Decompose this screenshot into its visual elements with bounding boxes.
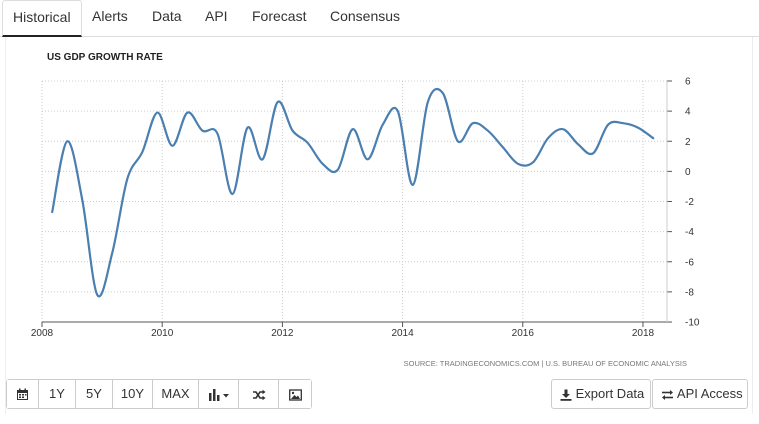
tab-consensus[interactable]: Consensus	[330, 8, 401, 24]
range-1y-button[interactable]: 1Y	[39, 380, 76, 408]
y-tick-label: -2	[685, 197, 694, 208]
y-tick-label: -6	[685, 257, 694, 268]
chart-type-button[interactable]	[199, 380, 239, 408]
y-tick-label: -4	[685, 227, 694, 238]
chart-grid	[41, 80, 667, 323]
x-tick-label: 2008	[31, 328, 54, 339]
y-tick-label: 6	[685, 77, 691, 88]
x-tick-label: 2014	[391, 328, 414, 339]
x-tick-label: 2010	[151, 328, 174, 339]
chart-source: SOURCE: TRADINGECONOMICS.COM | U.S. BURE…	[404, 359, 687, 368]
chart-title: US GDP GROWTH RATE	[47, 52, 163, 63]
y-tick-label: -10	[685, 318, 700, 329]
chart-panel	[5, 37, 753, 414]
shuffle-icon	[252, 389, 265, 400]
x-tick-label: 2016	[512, 328, 535, 339]
tab-bar: Historical Alerts Data API Forecast Cons…	[0, 0, 759, 37]
y-axis: 6 4 2 0 -2 -4 -6 -8 -10	[666, 77, 700, 329]
range-toolbar: 1Y 5Y 10Y MAX	[6, 379, 312, 409]
range-10y-button[interactable]: 10Y	[113, 380, 153, 408]
tab-historical[interactable]: Historical	[2, 0, 82, 37]
x-tick-label: 2012	[271, 328, 294, 339]
chart-type-icon	[208, 388, 229, 401]
download-icon	[560, 389, 572, 401]
y-tick-label: 0	[685, 167, 691, 178]
y-tick-label: 2	[685, 137, 691, 148]
tab-alerts[interactable]: Alerts	[92, 8, 128, 24]
tab-data[interactable]: Data	[152, 8, 182, 24]
api-access-button[interactable]: API Access	[652, 379, 748, 409]
api-access-label: API Access	[676, 386, 743, 401]
calendar-icon	[17, 388, 28, 401]
calendar-button[interactable]	[7, 380, 39, 408]
shuffle-button[interactable]	[239, 380, 279, 408]
export-data-label: Export Data	[575, 386, 645, 401]
series-line	[51, 87, 655, 298]
x-tick-label: 2018	[632, 328, 655, 339]
range-5y-button[interactable]: 5Y	[76, 380, 113, 408]
tab-api[interactable]: API	[205, 8, 228, 24]
range-max-button[interactable]: MAX	[153, 380, 199, 408]
y-tick-label: 4	[685, 107, 691, 118]
y-tick-label: -8	[685, 287, 694, 298]
gdp-chart: US GDP GROWTH RATE 2008 2010 2012 2014 2016 2…	[31, 52, 700, 368]
x-axis: 2008 2010 2012 2014 2016 2018	[31, 321, 667, 339]
image-button[interactable]	[279, 380, 311, 408]
export-data-button[interactable]: Export Data	[551, 379, 651, 409]
tab-forecast[interactable]: Forecast	[252, 8, 307, 24]
swap-arrows-icon	[662, 389, 673, 400]
image-icon	[288, 388, 302, 401]
